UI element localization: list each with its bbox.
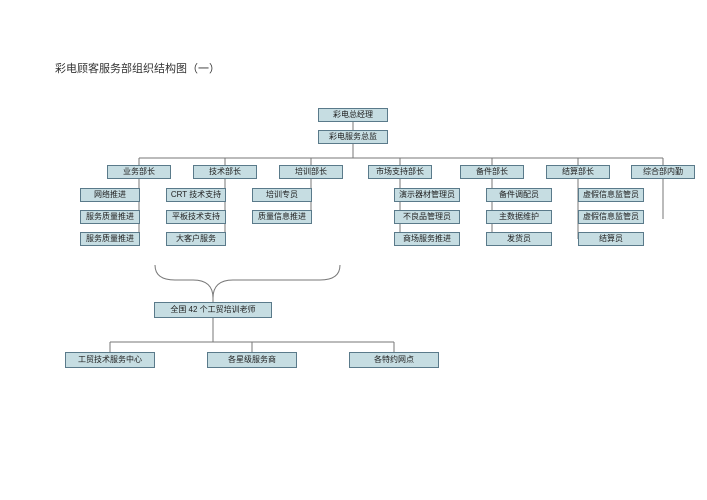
org-box-trn: 全国 42 个工贸培训老师 [154,302,272,318]
org-box-d1c: 服务质量推进 [80,232,140,246]
org-box-b3: 各特约网点 [349,352,439,368]
org-box-d4c: 商场服务推进 [394,232,460,246]
org-box-dir: 彩电服务总监 [318,130,388,144]
org-box-d4b: 不良品管理员 [394,210,460,224]
org-box-d4: 市场支持部长 [368,165,432,179]
org-box-d5a: 备件调配员 [486,188,552,202]
org-box-d3b: 质量信息推进 [252,210,312,224]
org-box-d5: 备件部长 [460,165,524,179]
org-box-d6: 结算部长 [546,165,610,179]
org-box-gm: 彩电总经理 [318,108,388,122]
org-box-d5b: 主数据维护 [486,210,552,224]
org-box-d4a: 演示器材管理员 [394,188,460,202]
org-box-d2b: 平板技术支持 [166,210,226,224]
org-box-d2a: CRT 技术支持 [166,188,226,202]
org-box-d1a: 网络推进 [80,188,140,202]
org-box-d6b: 虚假信息监管员 [578,210,644,224]
org-box-d2: 技术部长 [193,165,257,179]
org-box-d2c: 大客户服务 [166,232,226,246]
org-box-d1b: 服务质量推进 [80,210,140,224]
org-box-d7: 综合部内勤 [631,165,695,179]
page-title: 彩电顾客服务部组织结构图（一） [55,60,220,76]
org-box-d3: 培训部长 [279,165,343,179]
org-box-b2: 各星级服务商 [207,352,297,368]
org-box-d5c: 发货员 [486,232,552,246]
org-box-b1: 工贸技术服务中心 [65,352,155,368]
org-box-d1: 业务部长 [107,165,171,179]
org-box-d6c: 结算员 [578,232,644,246]
org-box-d3a: 培训专员 [252,188,312,202]
org-box-d6a: 虚假信息监管员 [578,188,644,202]
